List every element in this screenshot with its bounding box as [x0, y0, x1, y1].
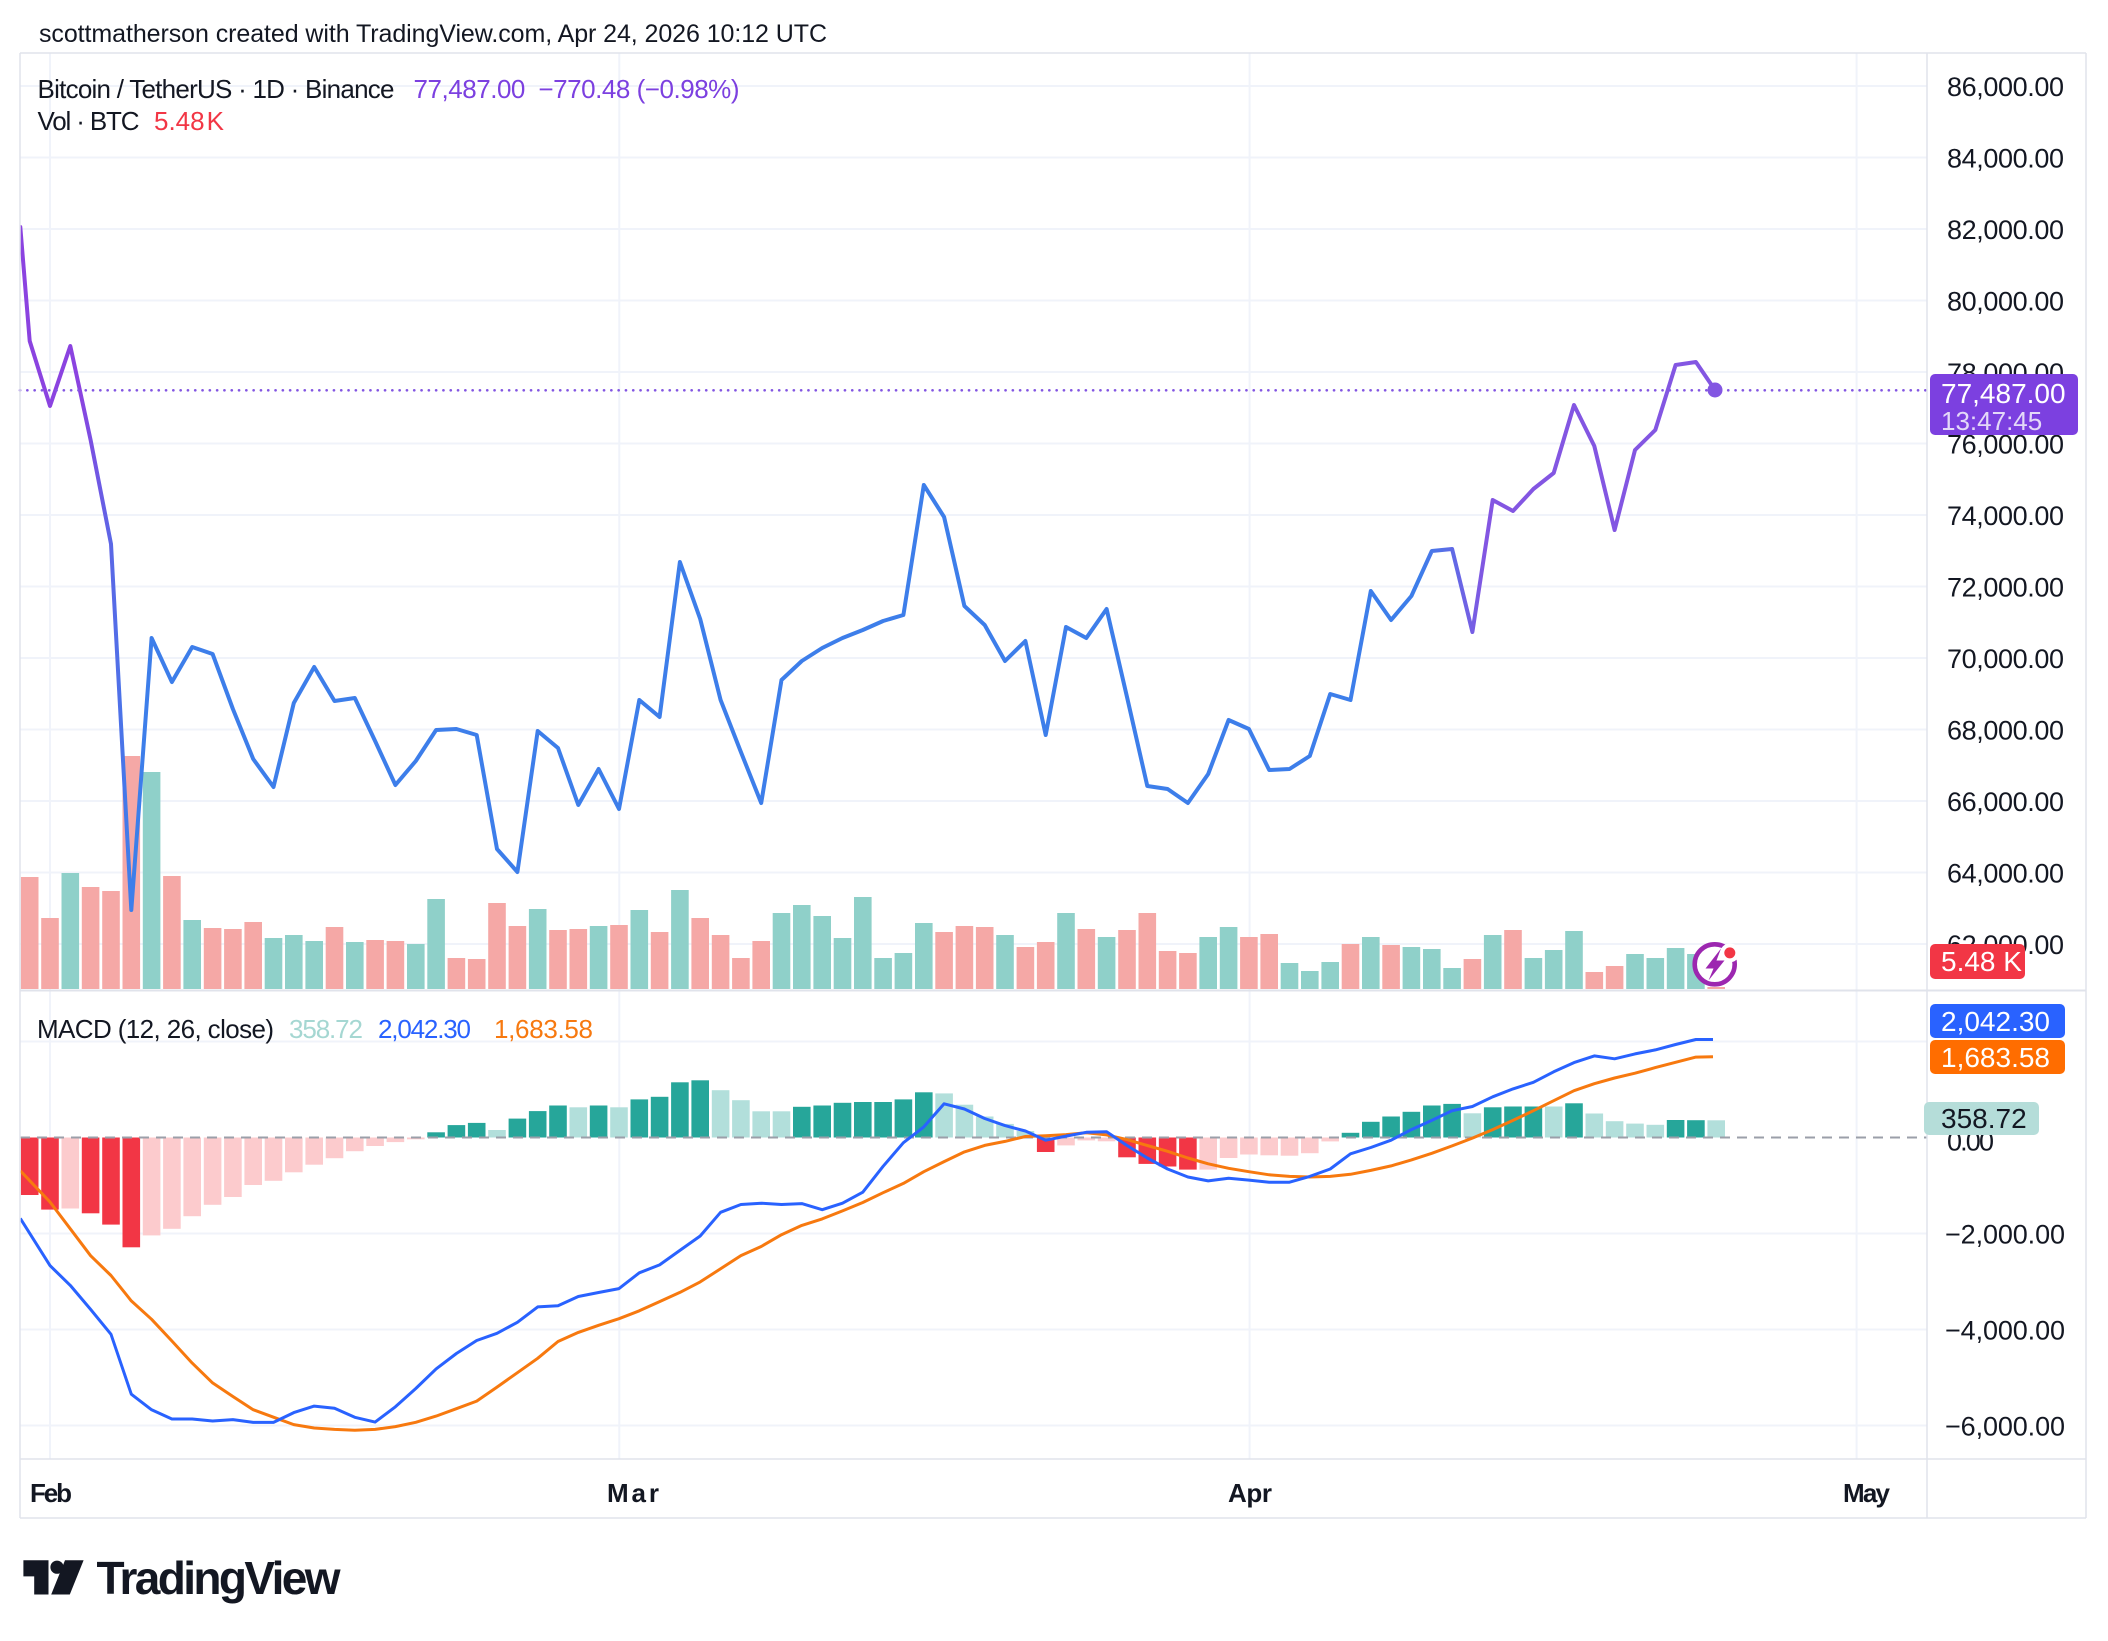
svg-text:64,000.00: 64,000.00 [1947, 859, 2064, 889]
svg-text:358.72: 358.72 [289, 1014, 363, 1044]
svg-text:86,000.00: 86,000.00 [1947, 72, 2064, 102]
svg-text:2,042.30: 2,042.30 [1941, 1006, 2050, 1037]
svg-text:−4,000.00: −4,000.00 [1945, 1316, 2065, 1346]
svg-text:Feb: Feb [30, 1478, 72, 1508]
svg-text:74,000.00: 74,000.00 [1947, 501, 2064, 531]
svg-text:13:47:45: 13:47:45 [1941, 406, 2042, 436]
svg-text:1,683.58: 1,683.58 [494, 1014, 593, 1044]
svg-text:5.48 K: 5.48 K [1941, 946, 2022, 977]
svg-text:70,000.00: 70,000.00 [1947, 644, 2064, 674]
svg-text:Vol · BTC: Vol · BTC [38, 106, 140, 136]
svg-text:TradingView: TradingView [97, 1552, 341, 1604]
svg-text:1,683.58: 1,683.58 [1941, 1042, 2050, 1073]
svg-text:358.72: 358.72 [1941, 1103, 2027, 1134]
svg-text:77,487.00: 77,487.00 [1941, 378, 2066, 409]
svg-text:−6,000.00: −6,000.00 [1945, 1412, 2065, 1442]
svg-text:80,000.00: 80,000.00 [1947, 287, 2064, 317]
svg-text:72,000.00: 72,000.00 [1947, 573, 2064, 603]
svg-text:82,000.00: 82,000.00 [1947, 215, 2064, 245]
svg-text:77,487.00 −770.48 (−0.98%): 77,487.00 −770.48 (−0.98%) [414, 74, 740, 104]
svg-text:MACD (12, 26, close): MACD (12, 26, close) [37, 1014, 274, 1044]
svg-text:5.48 K: 5.48 K [154, 106, 225, 136]
svg-text:−2,000.00: −2,000.00 [1945, 1220, 2065, 1250]
svg-text:Bitcoin / TetherUS · 1D · Bina: Bitcoin / TetherUS · 1D · Binance [38, 74, 395, 104]
svg-text:Mar: Mar [607, 1478, 659, 1508]
svg-text:Apr: Apr [1228, 1478, 1272, 1508]
svg-text:May: May [1843, 1478, 1891, 1508]
svg-text:68,000.00: 68,000.00 [1947, 716, 2064, 746]
svg-text:84,000.00: 84,000.00 [1947, 144, 2064, 174]
svg-text:66,000.00: 66,000.00 [1947, 787, 2064, 817]
svg-text:scottmatherson created with Tr: scottmatherson created with TradingView.… [39, 20, 827, 48]
svg-text:2,042.30: 2,042.30 [378, 1014, 471, 1044]
